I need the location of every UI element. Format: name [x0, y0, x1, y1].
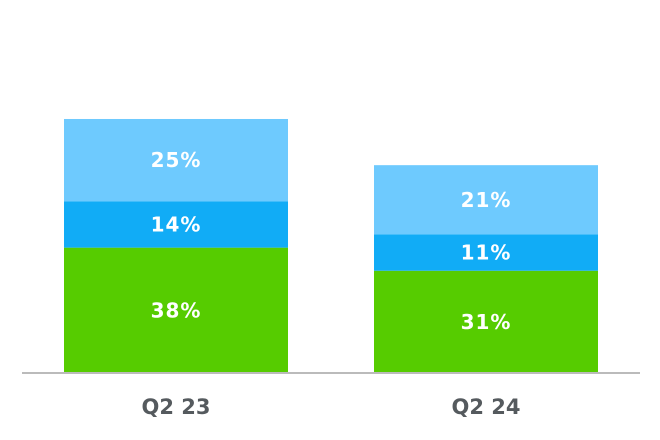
data-label: 25%: [151, 148, 202, 172]
x-tick-label: Q2 23: [142, 395, 211, 419]
x-tick-label: Q2 24: [452, 395, 521, 419]
segment-labels-layer: 38% 14% 25% 31% 11% 21%: [151, 148, 512, 334]
bar-segment: [64, 247, 288, 373]
bar-segment: [374, 234, 598, 271]
data-label: 31%: [461, 310, 512, 334]
data-label: 38%: [151, 298, 202, 322]
bar-segment: [374, 165, 598, 235]
data-label: 14%: [151, 213, 202, 237]
bar-segment: [64, 201, 288, 248]
category-labels-layer: Q2 23 Q2 24: [142, 395, 521, 419]
data-label: 21%: [461, 188, 512, 212]
bar-segment: [374, 270, 598, 373]
data-label: 11%: [461, 241, 512, 265]
bars-layer: [64, 118, 598, 373]
bar-segment: [64, 118, 288, 202]
